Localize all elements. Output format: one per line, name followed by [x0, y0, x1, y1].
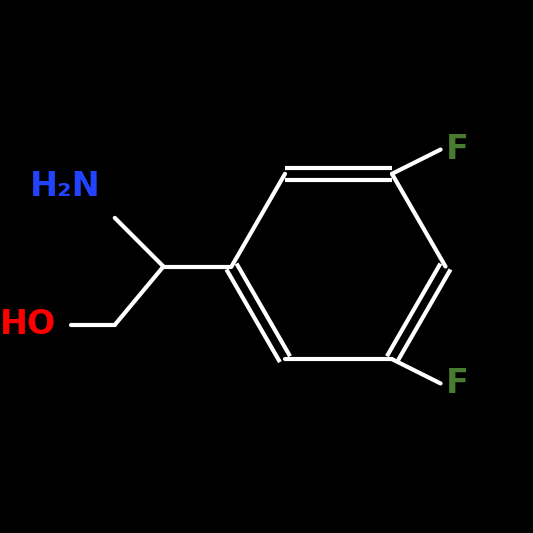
Text: HO: HO	[0, 309, 56, 341]
Text: F: F	[446, 133, 469, 166]
Text: H₂N: H₂N	[29, 170, 100, 203]
Text: F: F	[446, 367, 469, 400]
